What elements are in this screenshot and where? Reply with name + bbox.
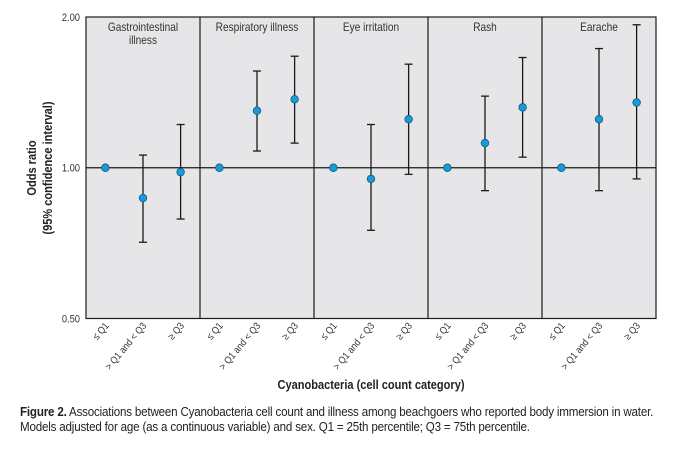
odds-ratio-point [632,98,641,107]
panel-title: illness [129,34,158,47]
x-tick-label: ≤ Q1 [432,320,453,342]
odds-ratio-point [404,115,413,124]
odds-ratio-point [518,103,527,112]
x-axis-label: Cyanobacteria (cell count category) [277,377,464,392]
odds-ratio-point [290,95,299,104]
y-tick-label: 0.50 [62,314,80,326]
x-tick-label: ≤ Q1 [204,320,225,342]
y-tick-label: 2.00 [62,12,80,24]
odds-ratio-point [480,138,490,148]
x-tick-label: ≥ Q3 [393,320,414,342]
panel-title: Respiratory illness [216,21,299,34]
odds-ratio-point [557,163,566,172]
panel-title: Gastrointestinal [108,21,178,34]
x-tick-label: ≥ Q3 [507,320,528,342]
y-tick-label: 1.00 [62,163,80,175]
x-tick-label: ≥ Q3 [165,320,186,342]
y-axis-sublabel: (95% confidence interval) [40,101,55,234]
odds-ratio-point [101,163,110,172]
odds-ratio-point [176,167,185,177]
odds-ratio-point [594,115,604,124]
odds-ratio-point [138,193,148,203]
x-tick-label: ≤ Q1 [318,320,339,342]
odds-ratio-point [366,174,376,184]
panel-title: Rash [473,21,497,34]
odds-ratio-point [252,106,262,115]
panel-title: Eye irritation [343,21,399,34]
caption-label: Figure 2. [20,405,67,419]
panel-title: Earache [580,21,618,34]
figure-caption: Figure 2. Associations between Cyanobact… [20,405,678,435]
x-tick-label: ≤ Q1 [90,320,111,342]
y-axis-label: Odds ratio [24,140,39,195]
x-tick-label: ≤ Q1 [546,320,567,342]
odds-ratio-point [329,163,338,172]
odds-ratio-point [215,163,224,172]
odds-ratio-point [443,163,452,172]
x-tick-label: ≥ Q3 [279,320,300,342]
caption-text: Associations between Cyanobacteria cell … [20,405,654,434]
forest-plot: 0.50 1.00 2.00 Odds ratio (95% confidence in… [24,12,657,392]
x-tick-label: ≥ Q3 [621,320,642,342]
